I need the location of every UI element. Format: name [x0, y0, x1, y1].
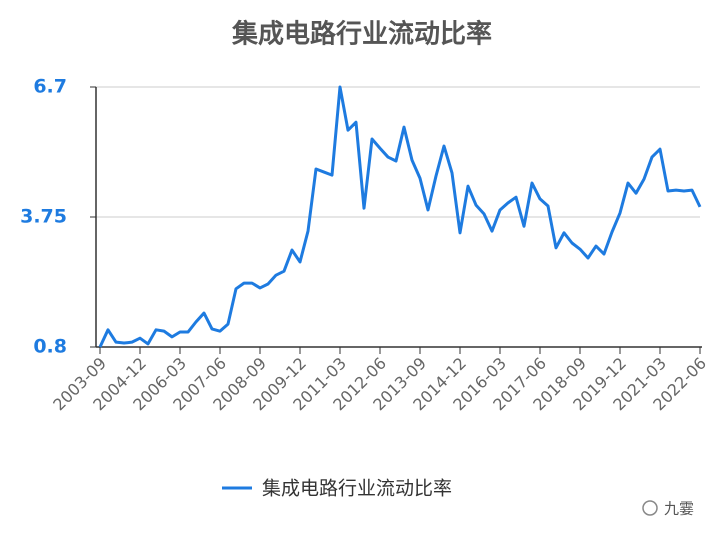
- watermark-text: 九霎: [664, 500, 694, 518]
- y-tick-label: 3.75: [20, 206, 67, 228]
- y-tick-label: 0.8: [33, 336, 67, 358]
- chart-title: 集成电路行业流动比率: [231, 19, 492, 50]
- legend-item: 集成电路行业流动比率: [222, 478, 452, 500]
- watermark: 九霎: [642, 500, 694, 518]
- watermark-icon: [642, 500, 658, 516]
- y-tick-label: 6.7: [33, 76, 67, 98]
- data-line: [98, 85, 702, 348]
- legend-label: 集成电路行业流动比率: [262, 478, 452, 500]
